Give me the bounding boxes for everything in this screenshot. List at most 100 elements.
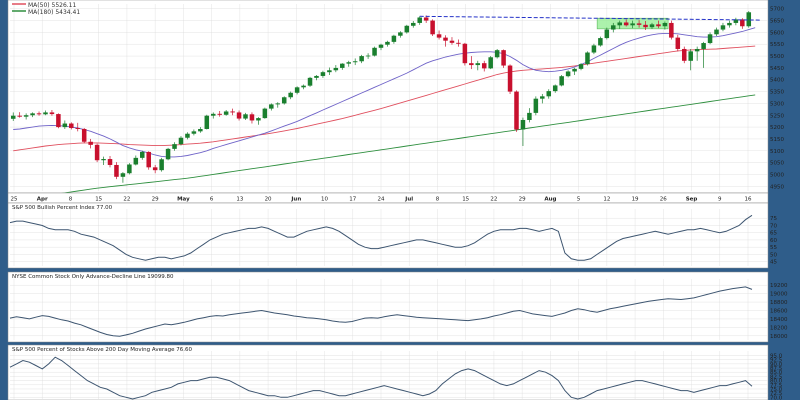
price-y-axis: 5700 5650 5600 5550 5500 5450 5400 5350 5300 5250… [770, 7, 784, 191]
pct-above-200ma-panel-title: S&P 500 Percent of Stocks Above 200 Day … [12, 347, 192, 353]
candle-body [320, 72, 326, 76]
ma200-layer [13, 94, 756, 201]
date-tick-label: 6 [210, 197, 214, 203]
candle-body [230, 111, 235, 113]
candle [120, 172, 126, 183]
candle [88, 138, 93, 149]
candle [114, 162, 119, 180]
candle [456, 39, 461, 47]
candle-body [572, 68, 577, 72]
legend-ma50-label: MA(50) 5526.11 [28, 2, 76, 9]
candle-body [262, 108, 268, 119]
candle-body [152, 167, 158, 171]
candle-body [243, 114, 248, 119]
bpi-series-line [9, 214, 753, 261]
candle-body [36, 113, 42, 115]
pct-above-200ma-y-tick-label: 70.0 [770, 395, 783, 400]
candle-body [236, 112, 242, 119]
date-tick-label: 8 [436, 197, 440, 203]
candle [507, 64, 513, 94]
candle-body [649, 24, 655, 28]
candle-body [43, 112, 48, 115]
candle [430, 19, 435, 36]
candle-body [49, 112, 55, 115]
candle-body [488, 57, 493, 69]
candle-body [462, 43, 468, 64]
date-tick-label: 12 [603, 197, 610, 203]
candle-body [301, 85, 306, 88]
candle-body [223, 111, 229, 115]
candle-body [701, 43, 706, 49]
price-y-tick-label: 5300 [770, 101, 784, 107]
date-tick-label: Sep [686, 197, 698, 203]
candle-body [314, 75, 319, 78]
candle-body [430, 20, 435, 35]
candle-body [740, 19, 745, 27]
candle-body [191, 131, 197, 134]
price-y-tick-label: 5350 [770, 90, 784, 96]
bpi-y-tick-label: 75 [770, 216, 777, 222]
ad-line-y-tick-label: 18600 [770, 309, 788, 315]
candle [411, 21, 416, 28]
date-tick-label: 10 [321, 197, 328, 203]
candle [159, 157, 164, 172]
pct-above-200ma-y-tick-label: 72.5 [770, 391, 783, 397]
candle-body [598, 38, 603, 46]
date-tick-label: 22 [490, 197, 497, 203]
candle [681, 46, 687, 64]
candle [165, 147, 171, 161]
pct-above-200ma-series-line [9, 356, 753, 400]
date-tick-label: 29 [152, 197, 159, 203]
candle [30, 112, 35, 118]
date-tick-label: 22 [123, 197, 130, 203]
date-axis-background [7, 192, 769, 204]
candle-body [540, 96, 545, 99]
candle [178, 136, 184, 146]
candle [17, 112, 22, 118]
ma50-layer [13, 45, 756, 152]
candle-body [611, 25, 616, 30]
candle [720, 22, 726, 32]
candle-body [340, 63, 345, 68]
candle [236, 110, 242, 121]
candle [598, 36, 603, 47]
bpi-panel-title: S&P 500 Bullish Percent Index 77.00 [12, 205, 113, 211]
candle-body [333, 67, 339, 71]
candle-body [75, 128, 81, 129]
candle [572, 67, 577, 76]
candle-body [327, 70, 332, 73]
candle-body [275, 103, 281, 105]
bpi-panel: S&P 500 Bullish Percent Index 77.00 7570… [7, 202, 777, 269]
pct-above-200ma-y-tick-label: 95.0 [770, 354, 783, 360]
pct-above-200ma-y-tick-label: 92.5 [770, 358, 783, 364]
candle [262, 107, 268, 119]
pct-above-200ma-y-tick-label: 85.0 [770, 370, 783, 376]
candle-body [449, 40, 455, 43]
candle [340, 63, 345, 70]
date-tick-label: 15 [462, 197, 469, 203]
ad-line-y-tick-label: 18800 [770, 300, 788, 306]
candle-body [533, 98, 539, 113]
date-tick-label: Apr [37, 197, 48, 203]
candle-body [185, 133, 190, 138]
candle [49, 110, 55, 116]
candle [327, 67, 332, 76]
candle-body [359, 56, 364, 62]
candle-body [501, 50, 506, 66]
candle-body [372, 47, 377, 56]
resistance-layer [419, 15, 762, 21]
ad-line-y-tick-label: 18000 [770, 334, 788, 340]
pct-above-200ma-panel: S&P 500 Percent of Stocks Above 200 Day … [7, 344, 783, 400]
date-tick-label: 25 [11, 197, 18, 203]
candle [301, 84, 306, 90]
candle [333, 65, 339, 73]
candle [107, 155, 113, 168]
candle [75, 122, 81, 132]
candle-body [662, 22, 668, 27]
candle-body [688, 51, 693, 61]
candle [740, 18, 745, 29]
candle-body [81, 128, 87, 142]
candle-body [643, 24, 648, 28]
pct-above-200ma-y-tick-label: 77.5 [770, 383, 783, 389]
